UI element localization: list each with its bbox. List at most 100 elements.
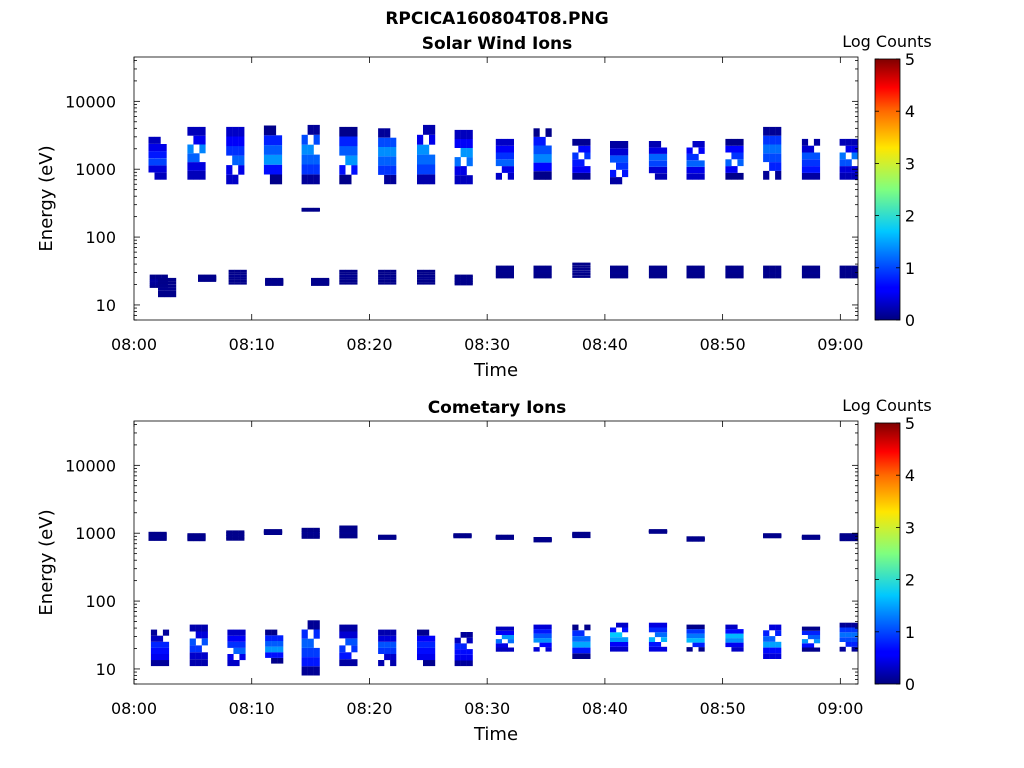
heatmap-pixel	[660, 267, 668, 271]
heatmap-pixel	[801, 267, 809, 271]
heatmap-pixel	[390, 641, 397, 648]
heatmap-pixel	[533, 638, 540, 643]
heatmap-pixel	[240, 282, 247, 285]
heatmap-pixel	[616, 141, 623, 149]
heatmap-pixel	[698, 141, 705, 148]
heatmap-pixel	[654, 632, 662, 638]
heatmap-cell	[148, 136, 167, 180]
heatmap-pixel	[807, 275, 815, 279]
heatmap-pixel	[545, 633, 552, 639]
heatmap-cell	[454, 274, 473, 286]
heatmap-pixel	[698, 271, 705, 275]
x-axis-label: Time	[473, 360, 518, 381]
heatmap-pixel	[737, 267, 744, 271]
heatmap-pixel	[199, 170, 206, 180]
heatmap-pixel	[160, 144, 167, 152]
heatmap-pixel	[839, 622, 846, 628]
heatmap-pixel	[610, 646, 617, 652]
heatmap-pixel	[845, 627, 852, 633]
heatmap-pixel	[660, 275, 668, 279]
heatmap-pixel	[384, 137, 391, 147]
heatmap-cell	[226, 530, 245, 541]
heatmap-pixel	[149, 283, 156, 286]
heatmap-pixel	[351, 126, 358, 137]
heatmap-pixel	[390, 279, 397, 283]
heatmap-pixel	[301, 207, 308, 211]
heatmap-pixel	[339, 531, 346, 535]
heatmap-pixel	[466, 175, 473, 185]
heatmap-pixel	[148, 533, 155, 536]
heatmap-pixel	[238, 536, 245, 540]
heatmap-cell	[265, 629, 284, 664]
heatmap-pixel	[454, 175, 461, 185]
heatmap-pixel	[660, 627, 668, 633]
heatmap-pixel	[839, 275, 846, 279]
heatmap-pixel	[226, 536, 233, 540]
heatmap-cell	[148, 531, 167, 541]
heatmap-pixel	[313, 154, 320, 165]
heatmap-pixel	[495, 159, 502, 167]
heatmap-pixel	[454, 654, 461, 661]
heatmap-pixel	[265, 629, 272, 636]
heatmap-pixel	[417, 154, 424, 165]
heatmap-pixel	[160, 165, 167, 173]
heatmap-pixel	[277, 652, 284, 658]
heatmap-pixel	[813, 639, 821, 644]
heatmap-pixel	[725, 629, 732, 634]
colorbar-tick-label: 1	[905, 623, 915, 642]
heatmap-pixel	[460, 166, 467, 176]
heatmap-pixel	[466, 157, 473, 167]
heatmap-pixel	[339, 631, 346, 639]
heatmap-pixel	[149, 281, 156, 284]
heatmap-pixel	[539, 154, 546, 163]
heatmap-pixel	[610, 275, 617, 279]
heatmap-pixel	[731, 138, 738, 146]
colorbar-tick-label: 0	[905, 675, 915, 694]
heatmap-pixel	[698, 265, 705, 269]
heatmap-pixel	[466, 276, 473, 279]
heatmap-pixel	[232, 136, 239, 147]
heatmap-pixel	[616, 162, 623, 170]
heatmap-pixel	[459, 533, 466, 536]
heatmap-pixel	[269, 145, 277, 155]
heatmap-pixel	[725, 271, 732, 275]
heatmap-pixel	[654, 153, 662, 161]
heatmap-pixel	[193, 162, 200, 171]
heatmap-pixel	[187, 533, 194, 536]
heatmap-pixel	[501, 267, 508, 271]
heatmap-pixel	[654, 173, 662, 180]
heatmap-pixel	[813, 269, 821, 273]
heatmap-pixel	[660, 273, 668, 277]
heatmap-pixel	[807, 635, 815, 640]
heatmap-pixel	[610, 265, 617, 269]
heatmap-pixel	[686, 647, 693, 652]
heatmap-pixel	[807, 647, 815, 652]
heatmap-pixel	[271, 277, 278, 281]
heatmap-pixel	[317, 277, 324, 281]
heatmap-pixel	[616, 632, 623, 638]
heatmap-pixel	[737, 269, 744, 273]
heatmap-pixel	[148, 534, 155, 537]
heatmap-pixel	[390, 174, 397, 185]
heatmap-pixel	[698, 536, 705, 539]
heatmap-pixel	[351, 631, 358, 639]
heatmap-pixel	[845, 533, 852, 536]
heatmap-pixel	[238, 533, 245, 536]
y-tick-label: 100	[85, 592, 116, 611]
heatmap-pixel	[454, 660, 461, 667]
heatmap-pixel	[533, 275, 540, 279]
heatmap-pixel	[238, 535, 245, 538]
heatmap-pixel	[271, 629, 278, 636]
heatmap-pixel	[648, 141, 656, 148]
heatmap-pixel	[507, 534, 514, 538]
heatmap-pixel	[813, 267, 821, 271]
heatmap-pixel	[737, 638, 744, 643]
heatmap-pixel	[775, 533, 782, 536]
heatmap-pixel	[584, 531, 591, 535]
heatmap-pixel	[384, 534, 391, 538]
heatmap-pixel	[227, 635, 234, 642]
heatmap-pixel	[851, 646, 858, 652]
heatmap-pixel	[226, 174, 233, 185]
heatmap-pixel	[351, 645, 358, 653]
heatmap-pixel	[845, 172, 852, 180]
